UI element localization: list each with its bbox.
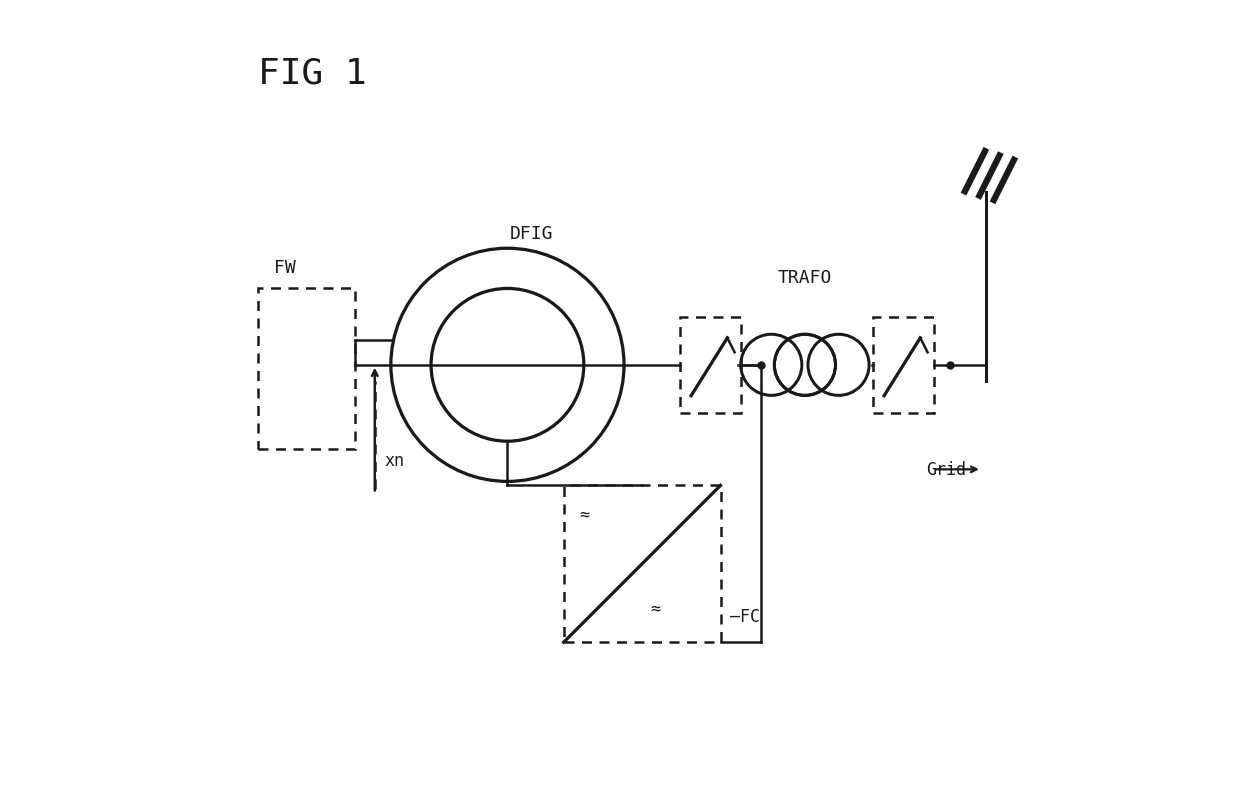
Text: ≈: ≈ — [650, 599, 660, 617]
Bar — [258, 289, 355, 450]
Text: –FC: –FC — [730, 607, 760, 625]
Text: FW: FW — [274, 259, 296, 277]
Text: Grid: Grid — [926, 461, 966, 479]
Text: FIG 1: FIG 1 — [258, 56, 367, 90]
Bar — [873, 317, 934, 414]
Bar — [681, 317, 740, 414]
Text: ≈: ≈ — [579, 505, 589, 523]
Text: DFIG: DFIG — [510, 225, 553, 243]
Bar — [564, 486, 720, 642]
Text: xn: xn — [384, 452, 404, 470]
Text: TRAFO: TRAFO — [777, 269, 832, 287]
